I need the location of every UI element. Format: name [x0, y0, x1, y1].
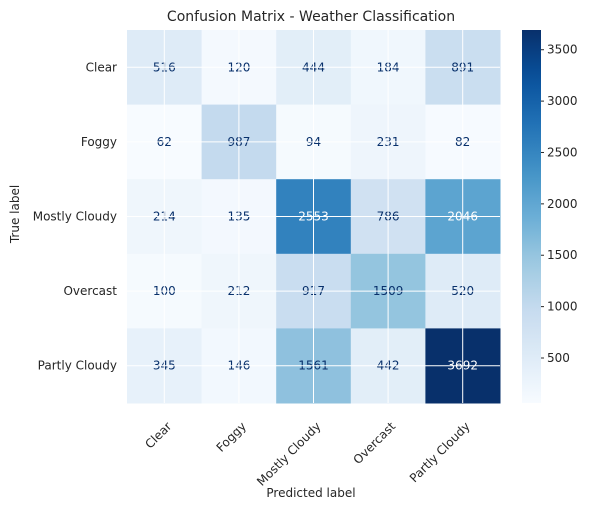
y-tick-label: Mostly Cloudy — [33, 210, 117, 224]
colorbar-tick-label: 500 — [547, 351, 570, 365]
y-tick-label: Clear — [86, 60, 117, 74]
x-tick-label: Clear — [142, 419, 174, 451]
x-tick-label: Foggy — [214, 419, 249, 454]
x-tick-label: Overcast — [350, 419, 398, 467]
colorbar-tick-label: 1000 — [547, 300, 578, 314]
colorbar — [522, 30, 541, 403]
x-tick-label: Mostly Cloudy — [254, 419, 323, 488]
colorbar-tick-label: 2000 — [547, 197, 578, 211]
y-tick-label: Overcast — [63, 284, 117, 298]
y-tick-label: Foggy — [81, 135, 117, 149]
colorbar-tick-label: 2500 — [547, 145, 578, 159]
y-axis-label: True label — [8, 185, 22, 244]
colorbar-tick-label: 3000 — [547, 94, 578, 108]
y-tick-label: Partly Cloudy — [38, 359, 117, 373]
colorbar-tick-label: 1500 — [547, 248, 578, 262]
x-tick-label: Partly Cloudy — [407, 419, 473, 485]
chart-title: Confusion Matrix - Weather Classificatio… — [167, 9, 455, 25]
x-axis-label: Predicted label — [266, 486, 355, 500]
colorbar-tick-label: 3500 — [547, 43, 578, 57]
